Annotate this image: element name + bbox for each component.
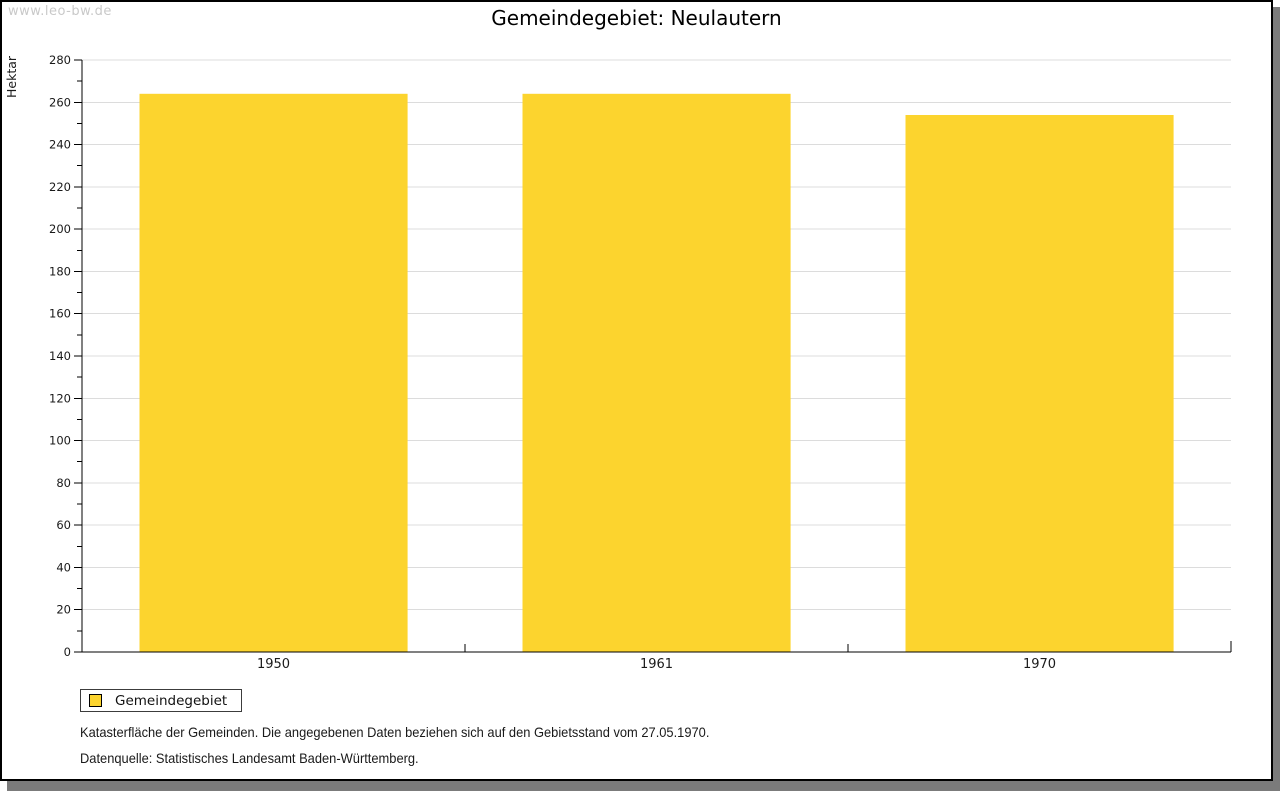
- y-tick-label: 40: [56, 560, 71, 574]
- bar-1950: [139, 93, 408, 653]
- y-tick-label: 100: [49, 434, 71, 448]
- bar-1970: [905, 115, 1174, 652]
- legend-label: Gemeindegebiet: [115, 692, 228, 709]
- y-tick-label: 80: [56, 476, 71, 490]
- y-tick-label: 20: [56, 603, 71, 617]
- legend-swatch-icon: [89, 694, 102, 707]
- y-tick-label: 140: [49, 349, 71, 363]
- y-tick-label: 220: [49, 180, 71, 194]
- y-tick-label: 240: [49, 138, 71, 152]
- bar-chart: 0 20 40 60 80 100 120 140 160 180 200 220 240 260 280 1…: [4, 53, 1232, 672]
- bar-1961: [522, 93, 791, 653]
- y-tick-label: 160: [49, 307, 71, 321]
- y-tick-label: 120: [49, 391, 71, 405]
- x-tick-label: 1961: [640, 657, 673, 672]
- y-tick-label: 0: [64, 645, 71, 659]
- footnote-description: Katasterfläche der Gemeinden. Die angege…: [80, 724, 710, 740]
- page-title: Gemeindegebiet: Neulautern: [491, 6, 782, 30]
- legend: Gemeindegebiet: [80, 689, 243, 712]
- footnote-source: Datenquelle: Statistisches Landesamt Bad…: [80, 750, 419, 766]
- x-tick-label: 1950: [257, 657, 290, 672]
- x-tick-label: 1970: [1023, 657, 1056, 672]
- y-tick-label: 260: [49, 95, 71, 109]
- y-tick-label: 280: [49, 53, 71, 67]
- watermark: www.leo-bw.de: [8, 4, 112, 19]
- frame-shadow-right: [1273, 7, 1280, 791]
- frame-shadow-bottom: [7, 781, 1280, 791]
- y-tick-label: 200: [49, 222, 71, 236]
- y-tick-label: 60: [56, 518, 71, 532]
- y-tick-label: 180: [49, 264, 71, 278]
- y-axis-label: Hektar: [4, 55, 19, 98]
